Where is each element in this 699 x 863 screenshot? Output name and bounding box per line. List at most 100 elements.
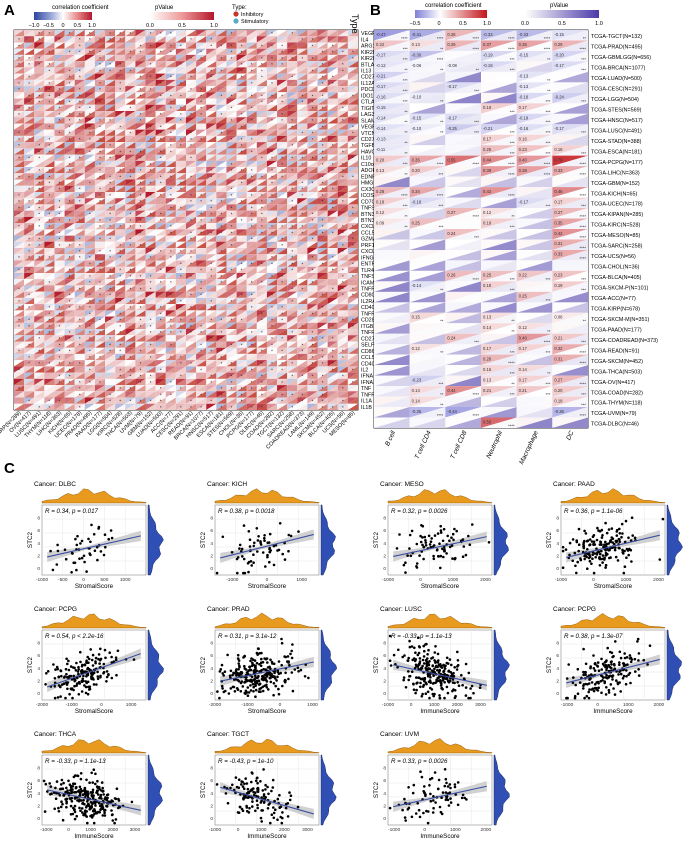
heatmap-cell-corr xyxy=(14,86,25,93)
significance-mark: * xyxy=(200,112,202,117)
significance-mark: * xyxy=(150,274,152,279)
significance-mark: * xyxy=(322,311,324,316)
significance-mark: * xyxy=(210,380,212,385)
heatmap-cell-pval xyxy=(24,36,35,43)
significance-mark: * xyxy=(332,162,334,167)
heatmap-cell-pval xyxy=(317,104,328,111)
significance-mark: * xyxy=(150,255,152,260)
heatmap-cell-corr xyxy=(226,61,237,68)
significance-mark: * xyxy=(18,143,20,148)
heatmap-cell-pval xyxy=(44,61,55,68)
significance-mark: * xyxy=(281,118,283,123)
heatmap-cell-pval xyxy=(236,42,247,49)
significance-mark: * xyxy=(109,37,111,42)
significance-mark: * xyxy=(89,261,91,266)
heatmap-cell-pval xyxy=(155,61,166,68)
heatmap-cell-corr xyxy=(105,61,116,68)
significance-mark: * xyxy=(301,212,303,217)
significance-mark: * xyxy=(170,224,172,229)
heatmap-cell-pval xyxy=(165,86,176,93)
heatmap-cell-pval xyxy=(115,79,126,87)
significance-mark: * xyxy=(69,131,71,136)
significance-mark: * xyxy=(49,399,51,404)
significance-mark: * xyxy=(109,193,111,198)
significance-mark: * xyxy=(271,324,273,329)
heatmap-cell-corr xyxy=(226,117,237,124)
heatmap-cell-pval xyxy=(64,67,75,74)
heatmap-cell-pval xyxy=(287,73,298,80)
significance-mark: * xyxy=(49,361,51,366)
significance-mark: * xyxy=(200,106,202,111)
heatmap-cell-pval xyxy=(236,67,247,74)
significance-mark: * xyxy=(301,392,303,397)
heatmap-cell-corr xyxy=(74,61,85,68)
significance-mark: * xyxy=(150,212,152,217)
heatmap-cell-pval xyxy=(175,42,186,49)
heatmap-cell-corr xyxy=(186,123,197,130)
heatmap-cell-pval xyxy=(246,110,257,118)
significance-mark: * xyxy=(79,218,81,223)
heatmap-cell-corr xyxy=(287,42,298,49)
significance-mark: * xyxy=(38,243,40,248)
significance-mark: * xyxy=(291,118,293,123)
significance-mark: * xyxy=(210,43,212,48)
significance-mark: * xyxy=(312,137,314,142)
heatmap-cell-corr xyxy=(246,104,257,111)
heatmap-cell-corr xyxy=(226,73,237,80)
heatmap-cell-corr xyxy=(125,92,136,99)
heatmap-cell-corr xyxy=(125,48,136,55)
heatmap-cell-pval xyxy=(34,36,45,43)
significance-mark: * xyxy=(190,193,192,198)
significance-mark: * xyxy=(170,193,172,198)
significance-mark: * xyxy=(99,293,101,298)
significance-mark: * xyxy=(261,212,263,217)
significance-mark: * xyxy=(190,261,192,266)
heatmap-cell-pval xyxy=(155,36,166,43)
significance-mark: * xyxy=(89,180,91,185)
significance-mark: * xyxy=(241,392,243,397)
significance-mark: * xyxy=(140,380,142,385)
heatmap-cell-pval xyxy=(155,73,166,80)
heatmap-cell-corr xyxy=(256,104,267,111)
significance-mark: * xyxy=(59,93,61,98)
significance-mark: * xyxy=(89,324,91,329)
heatmap-cell-corr xyxy=(24,123,35,130)
significance-mark: * xyxy=(129,299,131,304)
significance-mark: * xyxy=(271,249,273,254)
significance-mark: * xyxy=(322,75,324,80)
heatmap-cell-pval xyxy=(125,42,136,49)
heatmap-cell-pval xyxy=(266,123,278,130)
significance-mark: * xyxy=(221,218,223,223)
significance-mark: * xyxy=(170,31,172,36)
heatmap-cell-corr xyxy=(337,104,348,111)
heatmap-cell-corr xyxy=(125,67,136,74)
significance-mark: * xyxy=(129,355,131,360)
significance-mark: * xyxy=(271,274,273,279)
heatmap-cell-pval xyxy=(337,104,348,111)
heatmap-cell-corr xyxy=(317,98,328,105)
panel-a-corr-colorbar xyxy=(34,12,92,20)
significance-mark: * xyxy=(241,43,243,48)
significance-mark: * xyxy=(241,274,243,279)
significance-mark: * xyxy=(18,255,20,260)
legend-tick-label: 1.0 xyxy=(88,23,96,29)
significance-mark: * xyxy=(79,324,81,329)
significance-mark: * xyxy=(150,324,152,329)
significance-mark: * xyxy=(271,305,273,310)
significance-mark: * xyxy=(241,168,243,173)
significance-mark: * xyxy=(180,299,182,304)
significance-mark: * xyxy=(49,149,51,154)
significance-mark: * xyxy=(210,374,212,379)
significance-mark: * xyxy=(261,380,263,385)
significance-mark: * xyxy=(170,392,172,397)
heatmap-cell-corr xyxy=(105,123,116,130)
heatmap-cell-pval xyxy=(216,61,227,68)
heatmap-cell-corr xyxy=(277,42,288,49)
significance-mark: * xyxy=(200,87,202,92)
heatmap-cell-corr xyxy=(277,30,288,37)
heatmap-cell-pval xyxy=(165,30,176,37)
heatmap-cell-pval xyxy=(175,92,186,99)
heatmap-cell-corr xyxy=(277,123,288,130)
significance-mark: * xyxy=(352,212,354,217)
significance-mark: * xyxy=(170,131,172,136)
